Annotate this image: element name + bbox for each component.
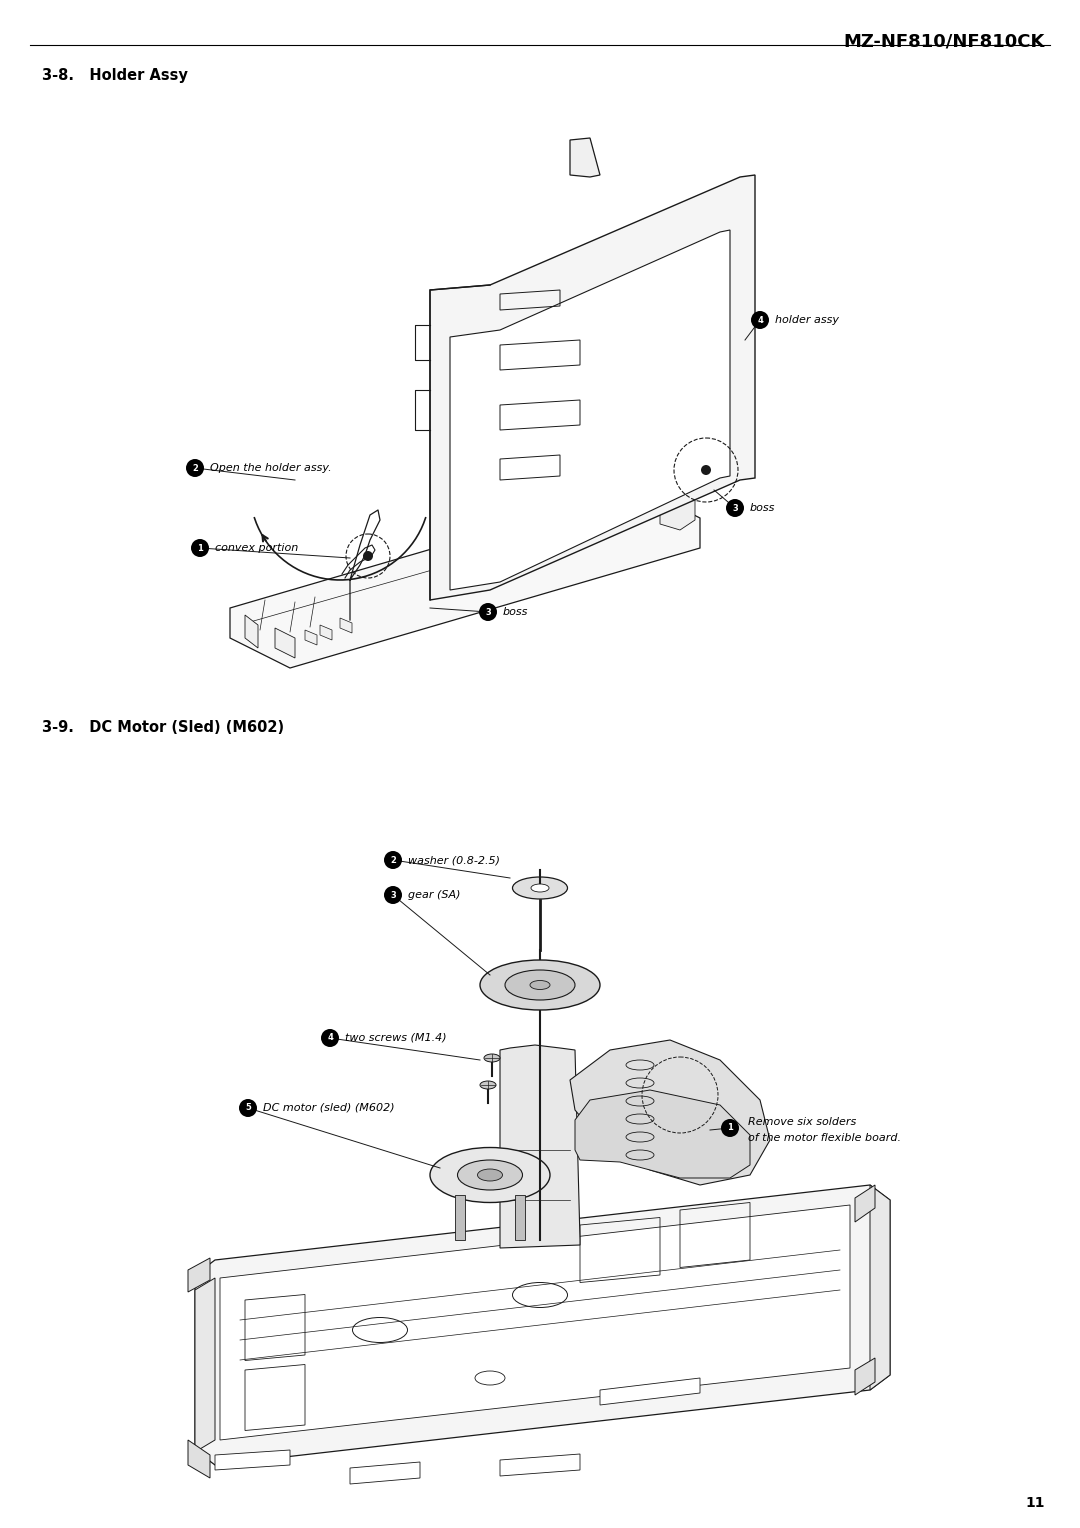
Text: convex portion: convex portion	[215, 542, 298, 553]
Circle shape	[480, 604, 497, 620]
Circle shape	[751, 312, 769, 329]
Polygon shape	[455, 1195, 465, 1241]
Polygon shape	[275, 628, 295, 659]
Circle shape	[186, 458, 204, 477]
Text: 4: 4	[327, 1033, 333, 1042]
Circle shape	[701, 465, 711, 475]
Polygon shape	[320, 625, 332, 640]
Text: 2: 2	[192, 463, 198, 472]
Polygon shape	[245, 614, 258, 648]
Ellipse shape	[458, 1160, 523, 1190]
Text: 3-8.   Holder Assy: 3-8. Holder Assy	[42, 69, 188, 83]
Text: two screws (M1.4): two screws (M1.4)	[345, 1033, 447, 1044]
Circle shape	[384, 851, 402, 869]
Circle shape	[239, 1099, 257, 1117]
Polygon shape	[220, 1206, 850, 1439]
Polygon shape	[188, 1439, 210, 1478]
Ellipse shape	[484, 1054, 500, 1062]
Circle shape	[384, 886, 402, 905]
Polygon shape	[340, 617, 352, 633]
Polygon shape	[500, 1045, 580, 1248]
Text: 1: 1	[197, 544, 203, 553]
Text: 11: 11	[1026, 1496, 1045, 1510]
Polygon shape	[195, 1186, 890, 1465]
Circle shape	[726, 500, 744, 516]
Polygon shape	[855, 1358, 875, 1395]
Ellipse shape	[477, 1169, 502, 1181]
Text: 2: 2	[390, 856, 396, 865]
Text: o: o	[703, 465, 708, 475]
Polygon shape	[570, 138, 600, 177]
Polygon shape	[570, 1041, 770, 1186]
Ellipse shape	[531, 885, 549, 892]
Polygon shape	[575, 1089, 750, 1178]
Text: 5: 5	[245, 1103, 251, 1112]
Text: boss: boss	[503, 607, 528, 617]
Text: boss: boss	[750, 503, 775, 513]
Polygon shape	[660, 484, 696, 530]
Ellipse shape	[430, 1148, 550, 1203]
Ellipse shape	[505, 970, 575, 999]
Text: DC motor (sled) (M602): DC motor (sled) (M602)	[264, 1103, 394, 1112]
Polygon shape	[350, 1462, 420, 1484]
Ellipse shape	[480, 1080, 496, 1089]
Text: washer (0.8-2.5): washer (0.8-2.5)	[408, 856, 500, 865]
Polygon shape	[500, 1455, 580, 1476]
Polygon shape	[215, 1450, 291, 1470]
Text: of the motor flexible board.: of the motor flexible board.	[748, 1132, 901, 1143]
Polygon shape	[600, 1378, 700, 1406]
Text: 1: 1	[727, 1123, 733, 1132]
Polygon shape	[430, 176, 755, 601]
Text: Remove six solders: Remove six solders	[748, 1117, 856, 1128]
Text: Open the holder assy.: Open the holder assy.	[210, 463, 332, 474]
Polygon shape	[855, 1186, 875, 1222]
Polygon shape	[450, 231, 730, 590]
Text: 3: 3	[390, 891, 396, 900]
Text: MZ-NF810/NF810CK: MZ-NF810/NF810CK	[843, 32, 1045, 50]
Circle shape	[321, 1028, 339, 1047]
Circle shape	[191, 539, 210, 558]
Circle shape	[363, 552, 373, 561]
Text: holder assy: holder assy	[775, 315, 839, 325]
Polygon shape	[230, 487, 700, 668]
Text: 3: 3	[732, 504, 738, 512]
Text: 3-9.   DC Motor (Sled) (M602): 3-9. DC Motor (Sled) (M602)	[42, 720, 284, 735]
Text: gear (SA): gear (SA)	[408, 889, 460, 900]
Ellipse shape	[513, 877, 567, 898]
Text: 3: 3	[485, 608, 491, 616]
Circle shape	[721, 1118, 739, 1137]
Polygon shape	[188, 1258, 210, 1293]
Ellipse shape	[530, 981, 550, 990]
Polygon shape	[195, 1277, 215, 1452]
Polygon shape	[870, 1186, 890, 1390]
Polygon shape	[515, 1195, 525, 1241]
Text: 4: 4	[757, 315, 762, 324]
Ellipse shape	[480, 960, 600, 1010]
Polygon shape	[305, 630, 318, 645]
